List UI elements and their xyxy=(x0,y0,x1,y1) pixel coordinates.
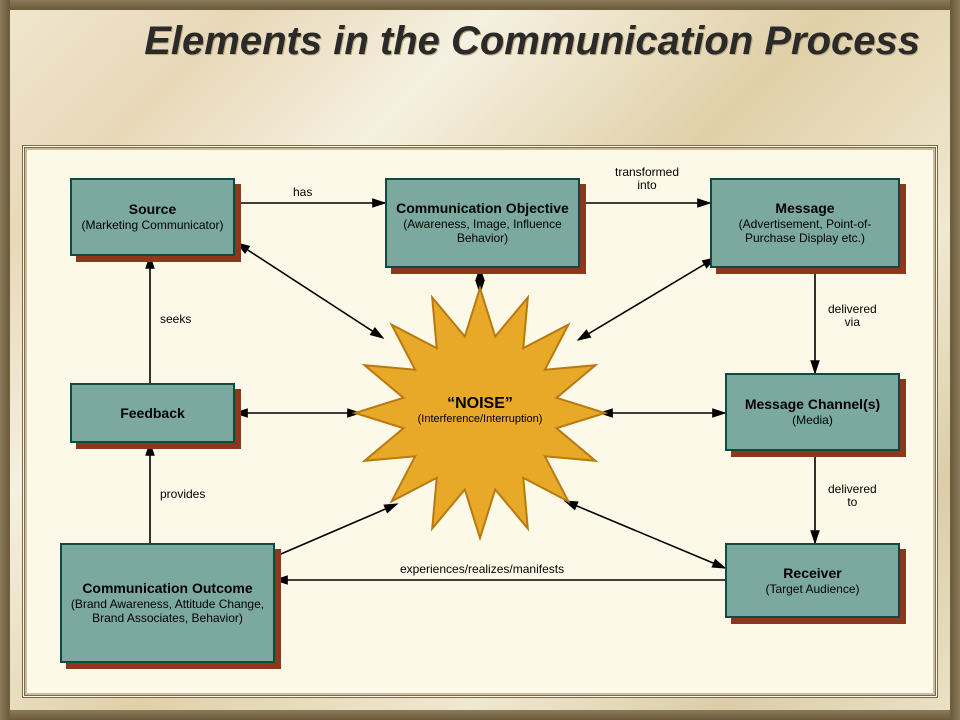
edge-label-source-objective: has xyxy=(293,186,312,199)
noise-sub: (Interference/Interruption) xyxy=(395,413,565,425)
noise-title: “NOISE” xyxy=(395,395,565,413)
border-left xyxy=(0,0,10,720)
noise-label: “NOISE” (Interference/Interruption) xyxy=(395,395,565,425)
page-title: Elements in the Communication Process xyxy=(40,18,920,64)
edge-label-outcome-feedback: provides xyxy=(160,488,205,501)
edge-label-receiver-outcome: experiences/realizes/manifests xyxy=(400,563,564,576)
diagram-area: Source(Marketing Communicator)Communicat… xyxy=(22,145,938,698)
edge-label-message-channel: delivered via xyxy=(828,303,877,329)
slide: Elements in the Communication Process So… xyxy=(0,0,960,720)
border-right xyxy=(950,0,960,720)
border-bottom xyxy=(0,710,960,720)
edge-label-channel-receiver: delivered to xyxy=(828,483,877,509)
edge-label-objective-message: transformed into xyxy=(615,166,679,192)
edge-label-feedback-source: seeks xyxy=(160,313,191,326)
border-top xyxy=(0,0,960,10)
